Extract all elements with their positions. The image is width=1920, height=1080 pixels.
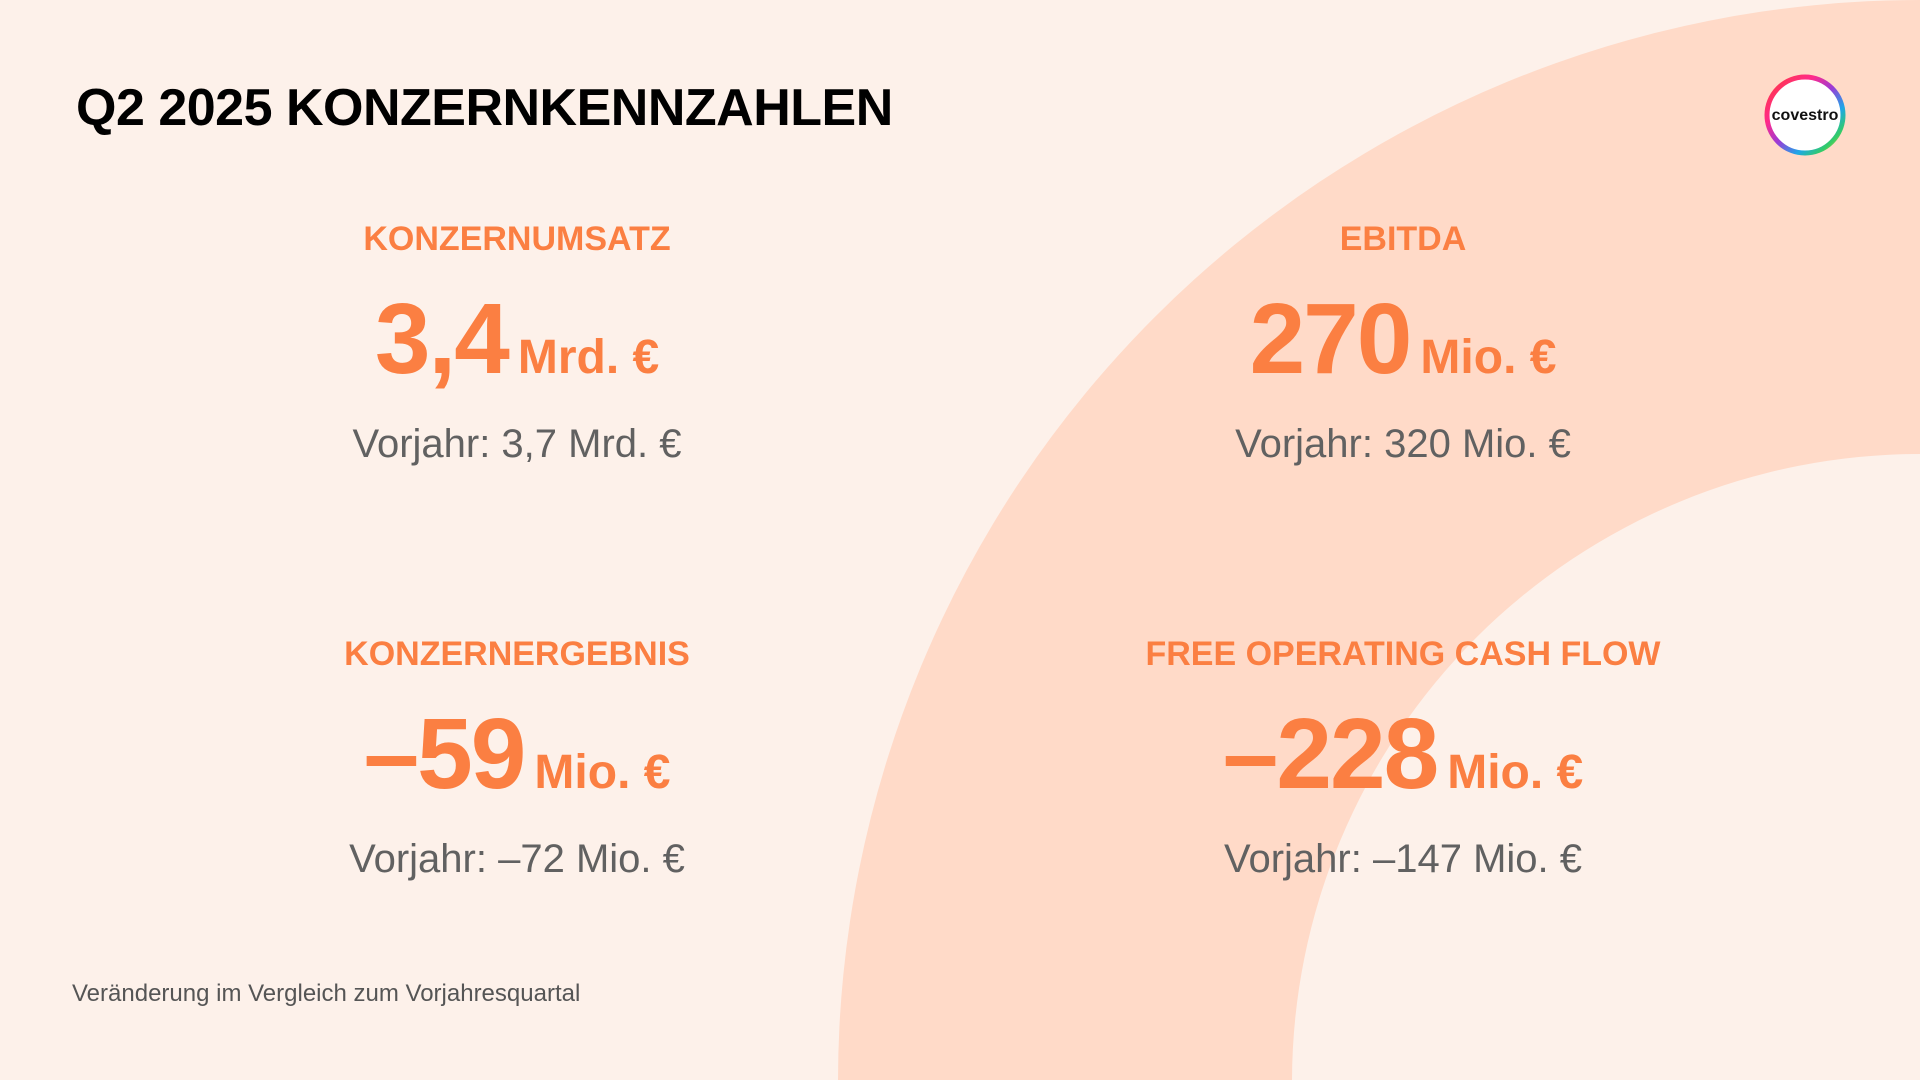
footnote: Veränderung im Vergleich zum Vorjahresqu… (72, 980, 581, 1007)
kpi-value: 3,4 (374, 283, 510, 395)
kpi-unit: Mio. € (534, 746, 671, 799)
logo-wordmark: covestro (1772, 107, 1839, 124)
kpi-value: 270 (1249, 283, 1413, 395)
kpi-label: KONZERNUMSATZ (363, 220, 671, 258)
kpi-label: FREE OPERATING CASH FLOW (1145, 635, 1661, 673)
kpi-value: –228 (1222, 698, 1439, 810)
kpi-previous-year: Vorjahr: –72 Mio. € (349, 837, 685, 881)
kpi-unit: Mio. € (1420, 331, 1557, 384)
kpi-label: EBITDA (1339, 220, 1467, 258)
kpi-konzernumsatz: KONZERNUMSATZ 3,4 Mrd. € Vorjahr: 3,7 Mrd… (207, 219, 827, 467)
kpi-ebitda: EBITDA 270 Mio. € Vorjahr: 320 Mio. € (1093, 219, 1713, 467)
covestro-logo: covestro (1762, 72, 1848, 158)
kpi-label: KONZERNERGEBNIS (344, 635, 690, 673)
kpi-value: –59 (363, 698, 527, 810)
kpi-unit: Mrd. € (517, 331, 660, 384)
kpi-value-row: 3,4 Mrd. € (207, 287, 827, 391)
kpi-unit: Mio. € (1447, 746, 1584, 799)
kpi-value-row: 270 Mio. € (1093, 287, 1713, 391)
kpi-value-row: –59 Mio. € (207, 702, 827, 806)
page-title: Q2 2025 KONZERNKENNZAHLEN (76, 79, 893, 137)
kpi-previous-year: Vorjahr: 3,7 Mrd. € (352, 422, 682, 466)
kpi-previous-year: Vorjahr: 320 Mio. € (1235, 422, 1571, 466)
kpi-free-operating-cash-flow: FREE OPERATING CASH FLOW –228 Mio. € Vorj… (1093, 634, 1713, 882)
kpi-konzernergebnis: KONZERNERGEBNIS –59 Mio. € Vorjahr: –72 M… (207, 634, 827, 882)
kpi-previous-year: Vorjahr: –147 Mio. € (1224, 837, 1582, 881)
kpi-value-row: –228 Mio. € (1093, 702, 1713, 806)
